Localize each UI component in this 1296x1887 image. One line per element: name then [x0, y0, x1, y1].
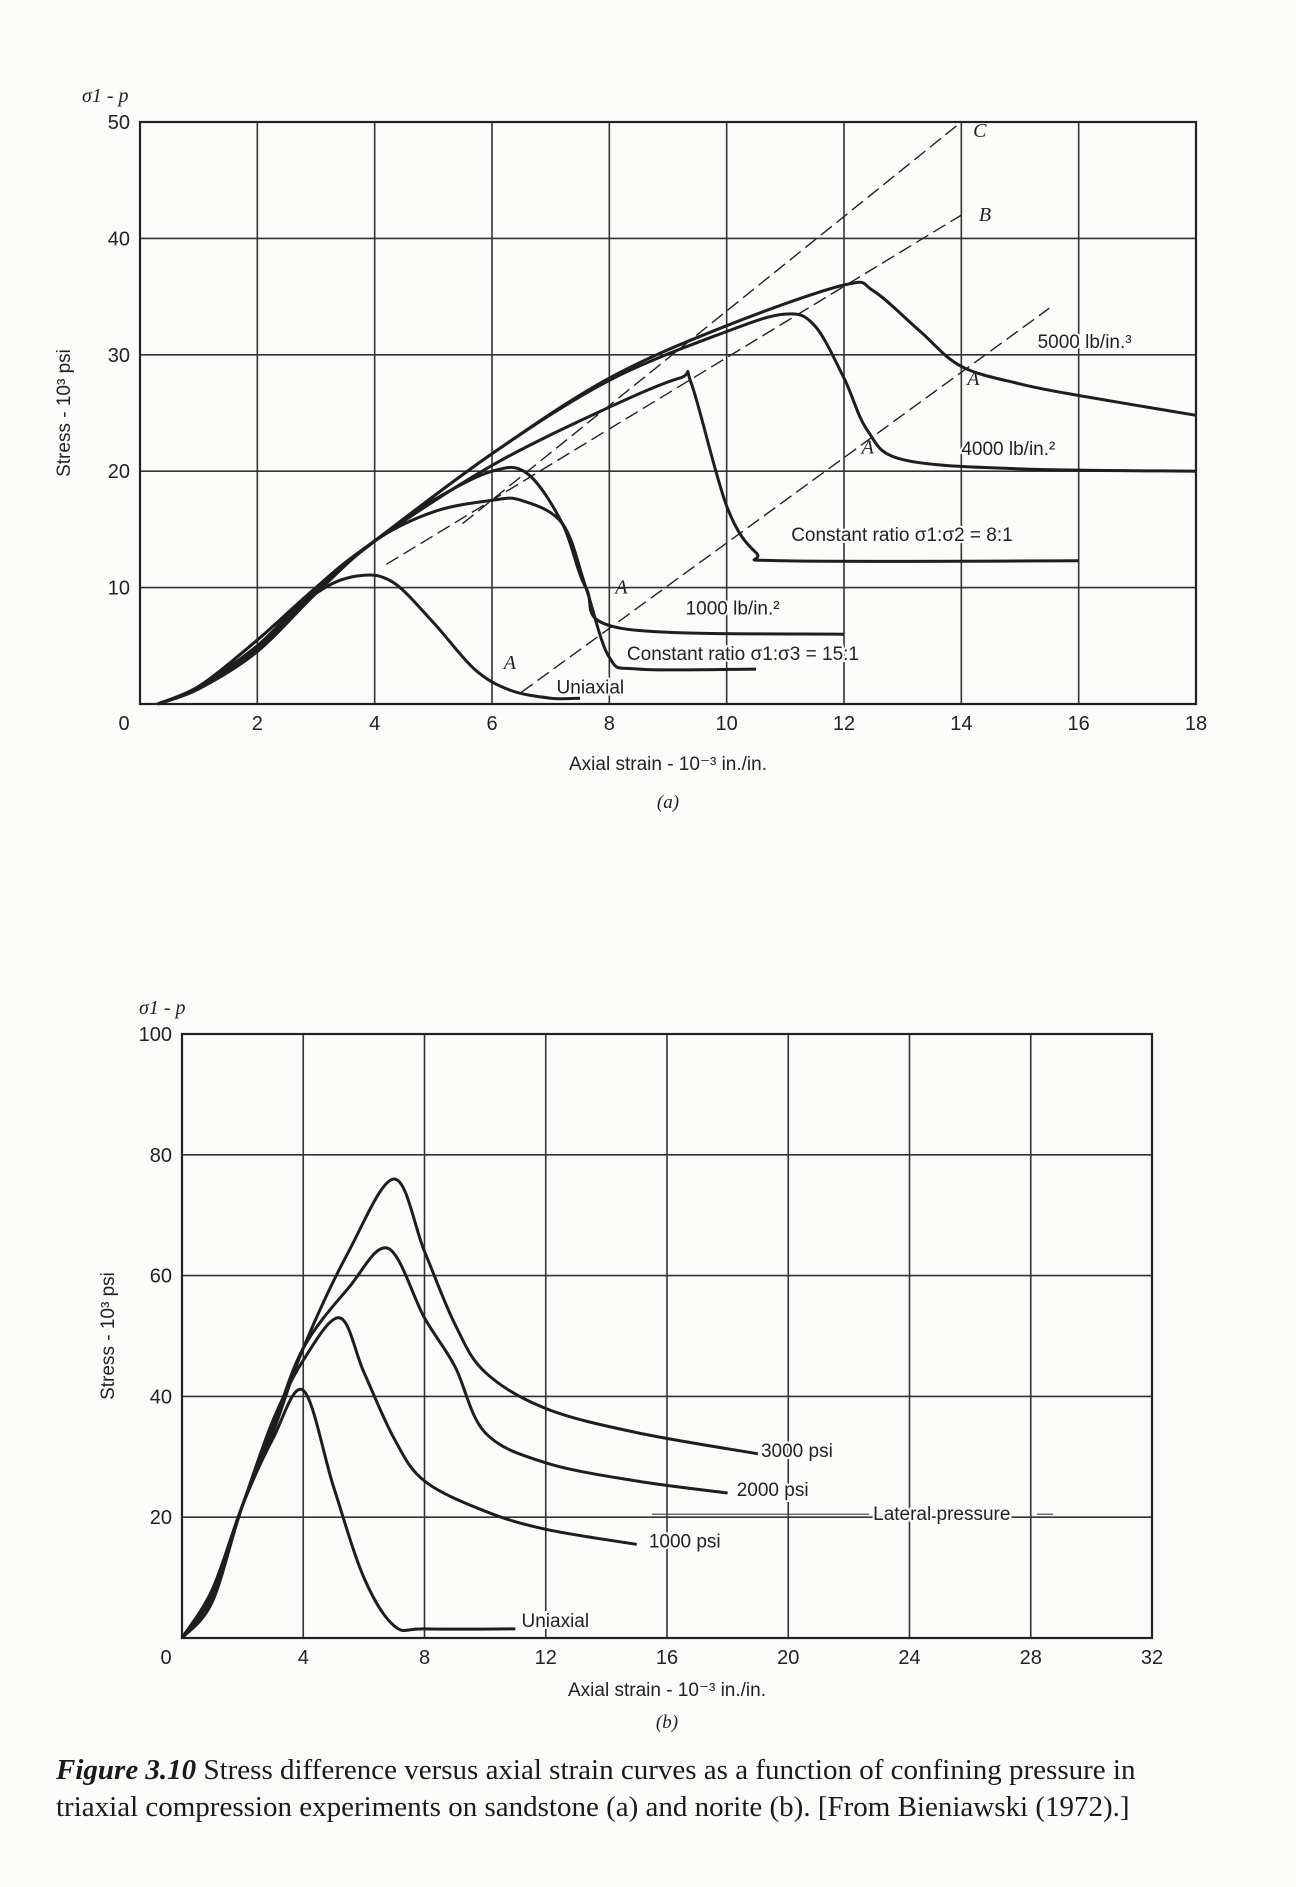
x-tick-label: 4	[298, 1647, 309, 1669]
y-tick-label: 80	[150, 1145, 172, 1167]
panel-label: (b)	[656, 1712, 678, 1733]
x-tick-label: 0	[160, 1647, 171, 1669]
y-tick-label: 20	[108, 461, 130, 483]
annotation-label: A	[502, 652, 517, 674]
series-line	[180, 1387, 516, 1639]
x-tick-label: 10	[716, 713, 738, 735]
x-axis-title: Axial strain - 10⁻³ in./in.	[569, 754, 767, 775]
x-tick-label: 8	[604, 713, 615, 735]
plot-frame	[138, 120, 1198, 706]
y-tick-label: 50	[108, 112, 130, 134]
x-tick-label: 2	[252, 713, 263, 735]
y-tick-label: 100	[139, 1024, 172, 1046]
series-line	[180, 1316, 637, 1639]
x-tick-label: 8	[419, 1647, 430, 1669]
y-tick-label: 30	[108, 345, 130, 367]
y-axis-title: Stress - 10³ psi	[98, 1272, 119, 1400]
annotation-label: C	[973, 120, 987, 142]
y-tick-label: 40	[108, 228, 130, 250]
x-tick-label: 14	[950, 713, 972, 735]
figure-caption: Figure 3.10 Stress difference versus axi…	[56, 1752, 1186, 1826]
caption-label: Figure 3.10	[56, 1754, 197, 1786]
x-tick-label: 24	[898, 1647, 920, 1669]
x-tick-label: 0	[118, 713, 129, 735]
series-label: 1000 lb/in.²	[686, 598, 780, 619]
plot-frame	[180, 1032, 1154, 1640]
x-tick-label: 16	[656, 1647, 678, 1669]
x-tick-label: 32	[1141, 1647, 1163, 1669]
x-tick-label: 16	[1068, 713, 1090, 735]
x-tick-label: 20	[777, 1647, 799, 1669]
series-label: 2000 psi	[737, 1480, 809, 1501]
series-line	[157, 465, 845, 706]
caption-text: Stress difference versus axial strain cu…	[56, 1754, 1136, 1823]
annotation-label: A	[965, 368, 980, 390]
series-line	[157, 280, 1197, 706]
y-axis-title: Stress - 10³ psi	[54, 349, 75, 477]
series-label: Uniaxial	[522, 1611, 590, 1632]
x-tick-label: 6	[486, 713, 497, 735]
y-top-label: σ1 - p	[82, 85, 129, 107]
panel-label: (a)	[657, 792, 679, 813]
y-tick-label: 10	[108, 578, 130, 600]
series-label: Uniaxial	[557, 678, 625, 699]
x-tick-label: 28	[1020, 1647, 1042, 1669]
y-tick-label: 40	[150, 1386, 172, 1408]
annotation-label: Lateral pressure	[873, 1504, 1010, 1525]
chart-a: 0 2 4 6 8 10 12 14 16 18 10 20 30 40 50 σ1 - p Stress - …	[54, 85, 1207, 813]
series-label: 1000 psi	[649, 1531, 721, 1552]
x-tick-label: 4	[369, 713, 380, 735]
series-line	[157, 573, 581, 706]
x-tick-label: 12	[535, 1647, 557, 1669]
annotation-label: A	[860, 437, 875, 459]
series-line	[157, 496, 757, 706]
series-label: Constant ratio σ1:σ3 = 15:1	[627, 644, 859, 665]
y-tick-label: 20	[150, 1507, 172, 1529]
series-line	[180, 1177, 759, 1640]
dashed-line-a	[520, 307, 1050, 693]
chart-b: 0 4 8 12 16 20 24 28 32 20 40 60 80 100 σ1 - p Stress -…	[98, 997, 1163, 1733]
annotation-label: B	[979, 204, 991, 226]
x-tick-label: 18	[1185, 713, 1207, 735]
series-label: 4000 lb/in.²	[961, 439, 1055, 460]
dashed-line-c	[462, 121, 962, 525]
x-axis-title: Axial strain - 10⁻³ in./in.	[568, 1680, 766, 1701]
series-label: 5000 lb/in.³	[1038, 332, 1132, 353]
series-label: Constant ratio σ1:σ2 = 8:1	[791, 525, 1013, 546]
y-tick-label: 60	[150, 1266, 172, 1288]
y-top-label: σ1 - p	[139, 997, 186, 1019]
annotation-label: A	[613, 576, 628, 598]
series-line	[157, 370, 1079, 706]
dashed-line-b	[386, 214, 962, 565]
series-label: 3000 psi	[761, 1441, 833, 1462]
x-tick-label: 12	[833, 713, 855, 735]
